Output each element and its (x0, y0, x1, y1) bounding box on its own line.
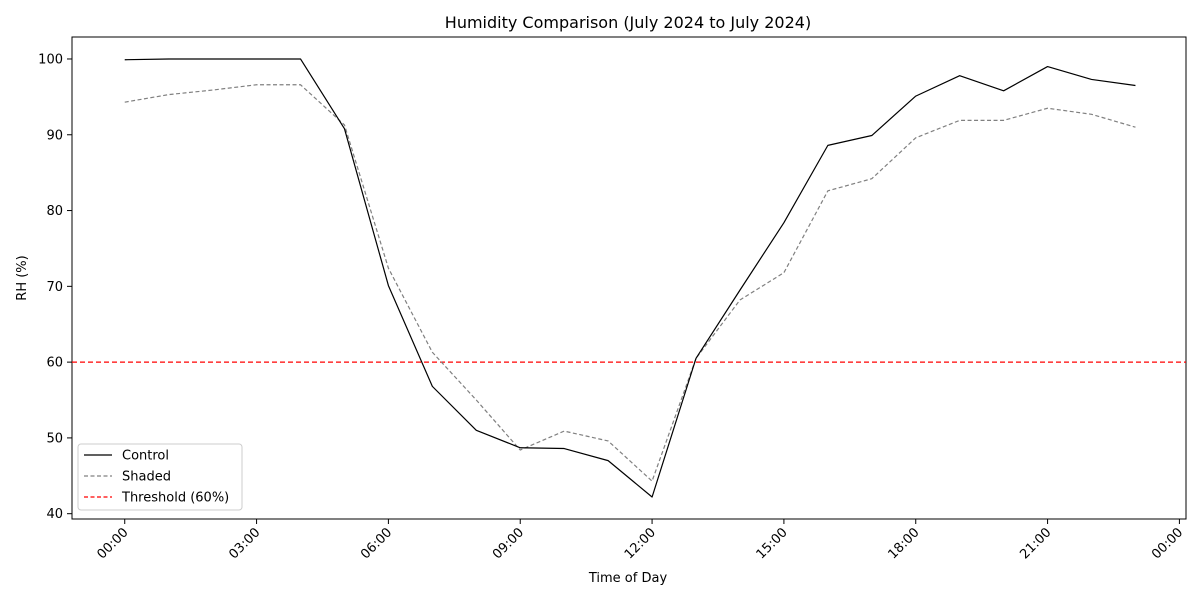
y-tick-label: 80 (46, 204, 63, 219)
legend-label: Control (122, 449, 169, 464)
series-line-control (124, 58, 1136, 498)
x-tick-label: 21:00 (1017, 525, 1054, 562)
plot-frame (71, 36, 1187, 520)
y-tick-label: 100 (38, 52, 63, 67)
chart-title: Humidity Comparison (July 2024 to July 2… (445, 13, 811, 32)
x-tick-label: 12:00 (622, 525, 659, 562)
x-tick-label: 00:00 (94, 525, 131, 562)
x-tick-label: 06:00 (358, 525, 395, 562)
y-tick-label: 90 (46, 128, 63, 143)
x-tick-label: 00:00 (1149, 525, 1186, 562)
y-tick-label: 40 (46, 507, 63, 522)
x-tick-label: 15:00 (754, 525, 791, 562)
x-axis-title: Time of Day (588, 571, 668, 586)
y-tick-label: 70 (46, 280, 63, 295)
legend-box (77, 443, 243, 511)
y-tick-label: 60 (46, 356, 63, 371)
legend-label: Shaded (122, 470, 171, 485)
y-tick-label: 50 (46, 431, 63, 446)
x-tick-label: 09:00 (490, 525, 527, 562)
series-line-shaded (124, 84, 1136, 482)
legend: Control Shaded Threshold (60%) (77, 443, 243, 511)
x-tick-label: 18:00 (885, 525, 922, 562)
legend-label: Threshold (60%) (121, 491, 229, 506)
x-tick-label: 03:00 (226, 525, 263, 562)
y-axis-title: RH (%) (15, 255, 30, 300)
